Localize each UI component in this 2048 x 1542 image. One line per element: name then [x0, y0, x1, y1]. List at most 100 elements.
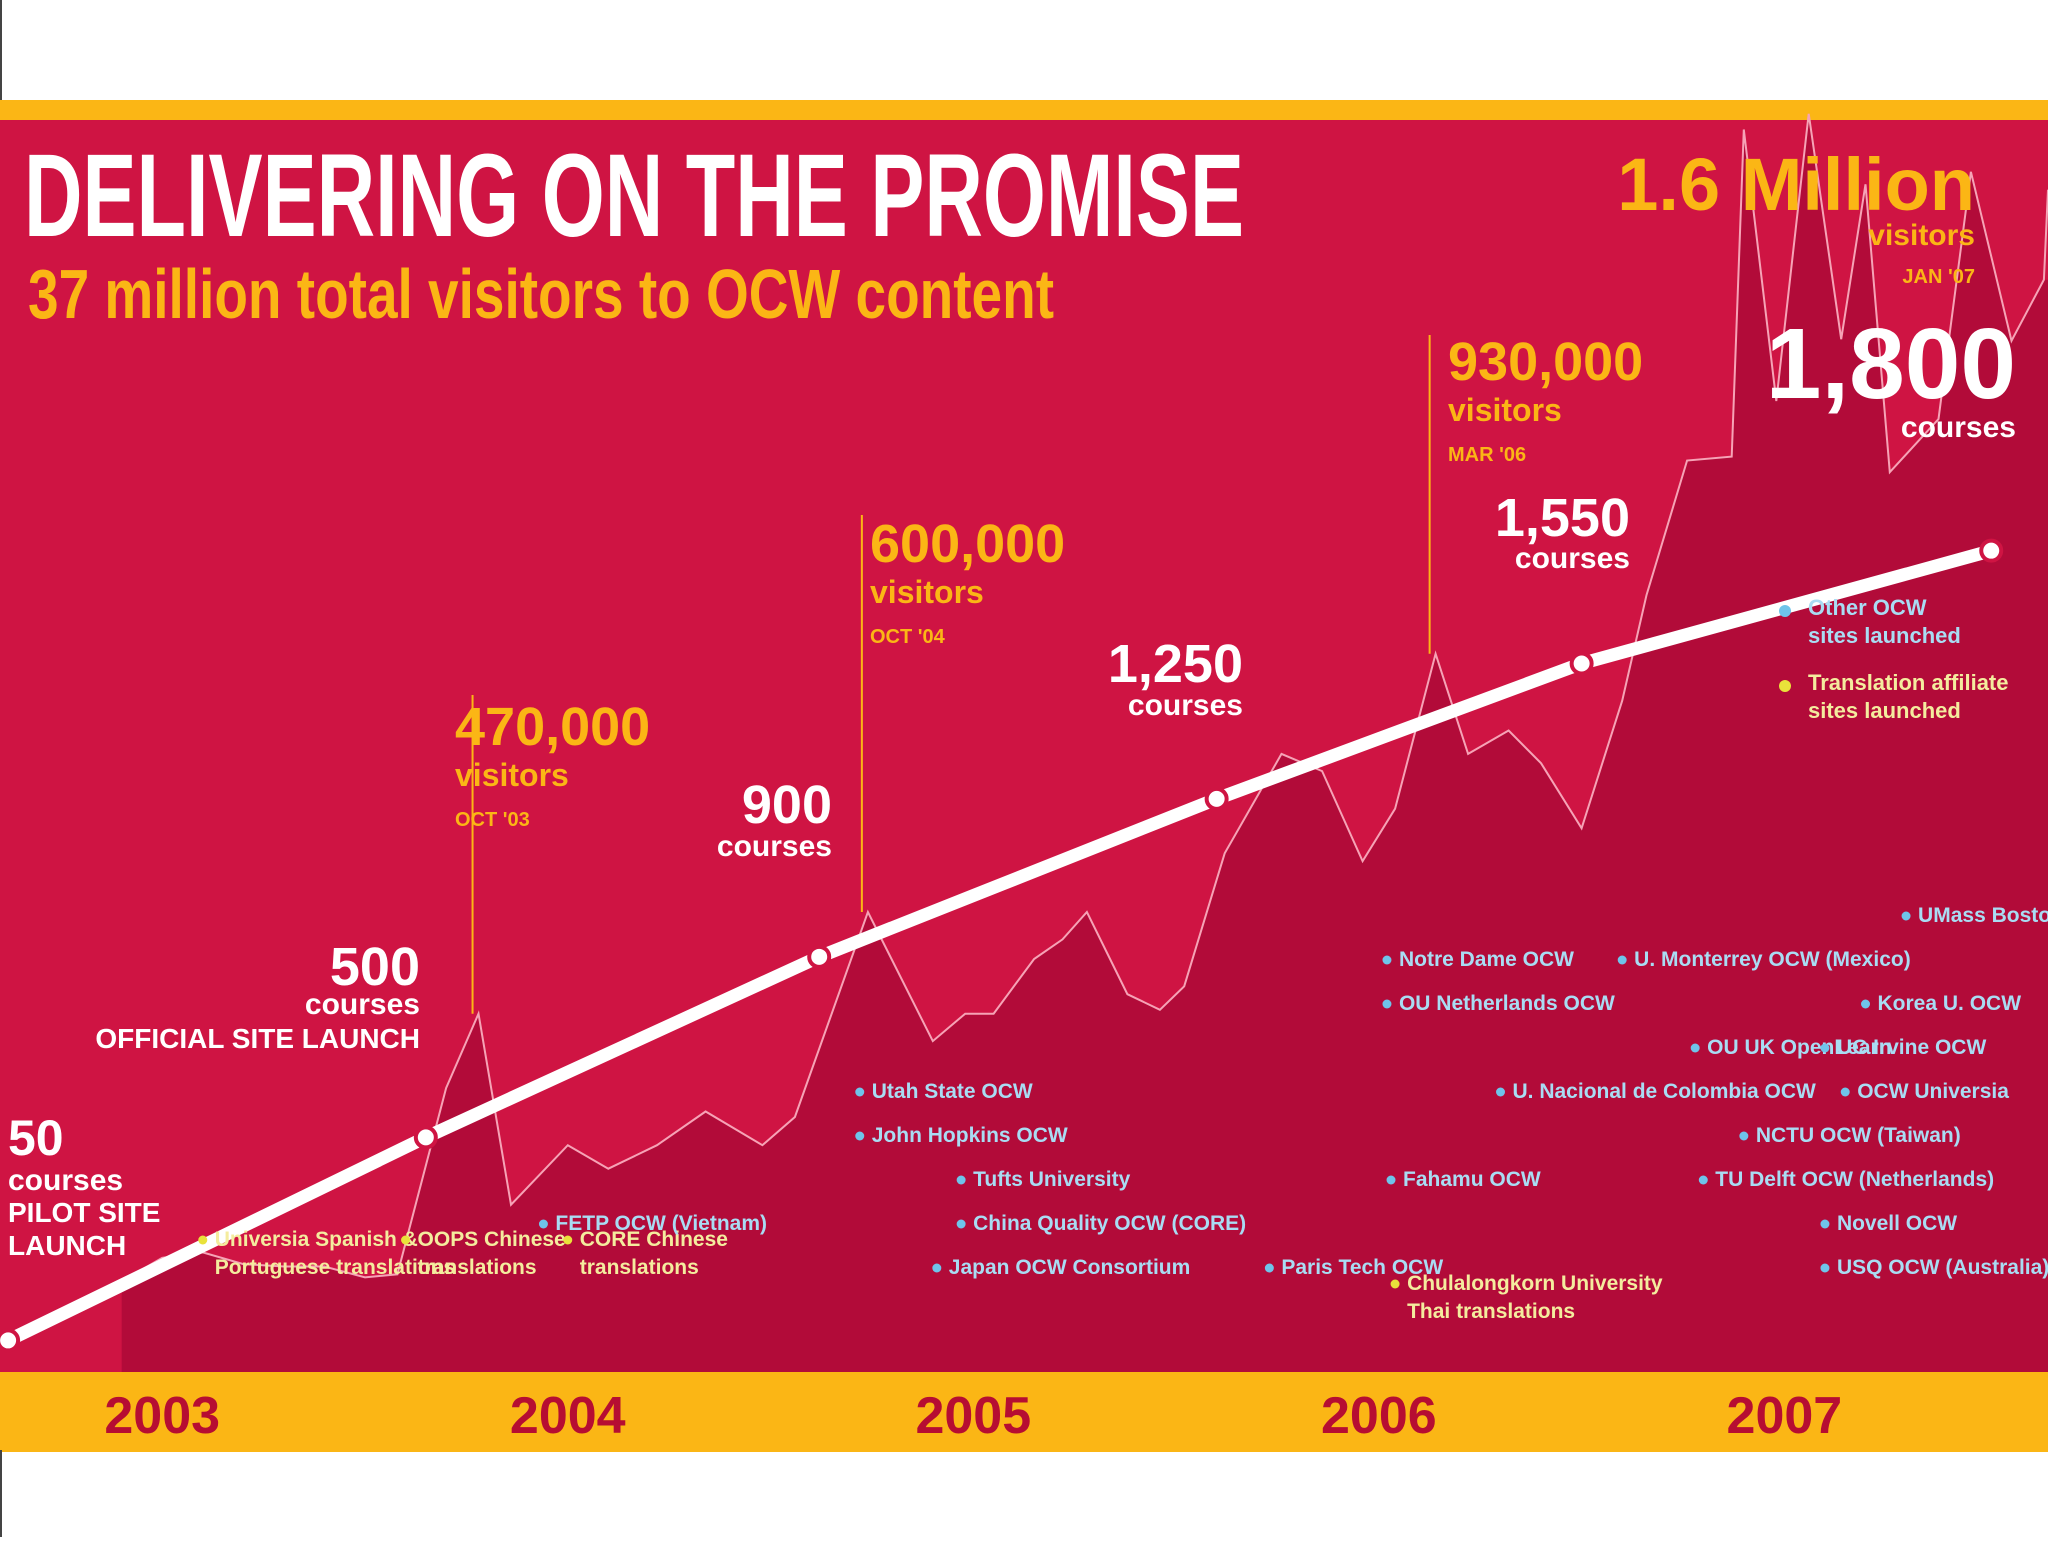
visitors-line [121, 113, 2048, 1283]
event-annotation: NCTU OCW (Taiwan) [1739, 1124, 1961, 1147]
event-dot [1901, 911, 1911, 921]
event-annotation: CORE Chinese translations [563, 1228, 728, 1279]
peak-unit: visitors [1868, 219, 1975, 252]
courses-value: 1,550 [1495, 488, 1630, 548]
event-dot [563, 1235, 573, 1245]
top-stripe [0, 100, 2048, 120]
event-text: OU Netherlands OCW [1399, 992, 1615, 1015]
event-dot [401, 1235, 411, 1245]
courses-value: 50 [8, 1110, 64, 1166]
event-dot [1390, 1279, 1400, 1289]
peak-value: 470,000 [455, 697, 650, 757]
event-dot [1820, 1263, 1830, 1273]
legend-item: Other OCW sites launched [1779, 595, 1961, 648]
event-dot [1820, 1043, 1830, 1053]
event-dot [538, 1219, 548, 1229]
courses-point [807, 944, 832, 969]
courses-point [0, 1328, 21, 1353]
event-text: USQ OCW (Australia) [1837, 1256, 2048, 1279]
event-annotation: USQ OCW (Australia) [1820, 1256, 2048, 1279]
event-annotation: Tufts University [956, 1168, 1131, 1191]
event-dot [1386, 1175, 1396, 1185]
courses-value: 1,800 [1766, 308, 2016, 420]
event-text: FETP OCW (Vietnam) [555, 1212, 767, 1235]
event-dot [932, 1263, 942, 1273]
event-text: OU UK OpenLearn [1707, 1036, 1891, 1059]
courses-unit: courses [1128, 689, 1243, 722]
courses-unit: courses [305, 988, 420, 1021]
event-dot [1690, 1043, 1700, 1053]
event-text: Thai translations [1407, 1300, 1575, 1323]
event-dot [1382, 999, 1392, 1009]
courses-line [1, 544, 1998, 1347]
event-text: UMass Boston OCW [1918, 904, 2048, 927]
event-text: Japan OCW Consortium [949, 1256, 1191, 1279]
event-dot [1617, 955, 1627, 965]
event-text: CORE Chinese [580, 1228, 728, 1251]
event-annotation: UC Irvine OCW [1820, 1036, 1986, 1059]
event-annotation: OCW Universia [1840, 1080, 2009, 1103]
legend-item: Translation affiliate sites launched [1779, 670, 2009, 723]
event-text: Notre Dame OCW [1399, 948, 1574, 971]
event-dot [1861, 999, 1871, 1009]
event-annotation: Fahamu OCW [1386, 1168, 1541, 1191]
legend-dot [1779, 680, 1791, 692]
courses-value: 500 [330, 937, 420, 997]
event-annotation: UMass Boston OCW [1901, 904, 2048, 927]
event-dot [855, 1131, 865, 1141]
courses-point [1979, 538, 2004, 563]
year-tick-label: 2005 [915, 1387, 1031, 1445]
peak-unit: visitors [870, 574, 984, 610]
peak-date: JAN '07 [1902, 266, 1975, 288]
year-tick-label: 2007 [1727, 1387, 1843, 1445]
event-dot [956, 1175, 966, 1185]
event-annotation: China Quality OCW (CORE) [956, 1212, 1246, 1235]
peak-value: 1.6 Million [1617, 143, 1975, 226]
peak-unit: visitors [455, 757, 569, 793]
event-dot [1382, 955, 1392, 965]
courses-unit: courses [717, 830, 832, 863]
event-text: Universia Spanish & [215, 1228, 418, 1251]
event-annotation: Paris Tech OCW [1264, 1256, 1443, 1279]
event-text: Utah State OCW [872, 1080, 1033, 1103]
event-annotation: OU UK OpenLearn [1690, 1036, 1892, 1059]
event-text: Tufts University [973, 1168, 1130, 1191]
peak-value: 930,000 [1448, 332, 1643, 392]
event-annotation: TU Delft OCW (Netherlands) [1698, 1168, 1994, 1191]
year-tick-label: 2003 [104, 1387, 220, 1445]
page-subtitle: 37 million total visitors to OCW content [28, 255, 1054, 333]
event-annotation: Novell OCW [1820, 1212, 1957, 1235]
year-axis: 2003 2004 2005 2006 2007 [104, 1387, 1842, 1445]
event-dot [956, 1219, 966, 1229]
event-text: UC Irvine OCW [1837, 1036, 1987, 1059]
event-annotation: Utah State OCW [855, 1080, 1033, 1103]
left-edge-rule [0, 0, 2, 100]
courses-point [1569, 651, 1594, 676]
courses-unit: courses [1515, 542, 1630, 575]
peak-date: OCT '04 [870, 626, 946, 648]
event-text: TU Delft OCW (Netherlands) [1715, 1168, 1994, 1191]
courses-note: OFFICIAL SITE LAUNCH [95, 1023, 420, 1054]
peak-value: 600,000 [870, 514, 1065, 574]
courses-note: LAUNCH [8, 1230, 126, 1261]
event-annotation: John Hopkins OCW [855, 1124, 1068, 1147]
legend-text: sites launched [1808, 698, 1961, 723]
event-dot [1840, 1087, 1850, 1097]
visitors-area [121, 113, 2048, 1372]
courses-line-layer [0, 538, 2004, 1353]
event-annotation: U. Nacional de Colombia OCW [1496, 1080, 1816, 1103]
event-text: translations [418, 1256, 537, 1279]
event-dot [1820, 1219, 1830, 1229]
event-annotation: Korea U. OCW [1861, 992, 2021, 1015]
left-edge-rule-bottom [0, 1450, 2, 1537]
legend-text: Translation affiliate [1808, 670, 2009, 695]
peak-date: MAR '06 [1448, 444, 1526, 466]
event-annotation: Notre Dame OCW [1382, 948, 1574, 971]
